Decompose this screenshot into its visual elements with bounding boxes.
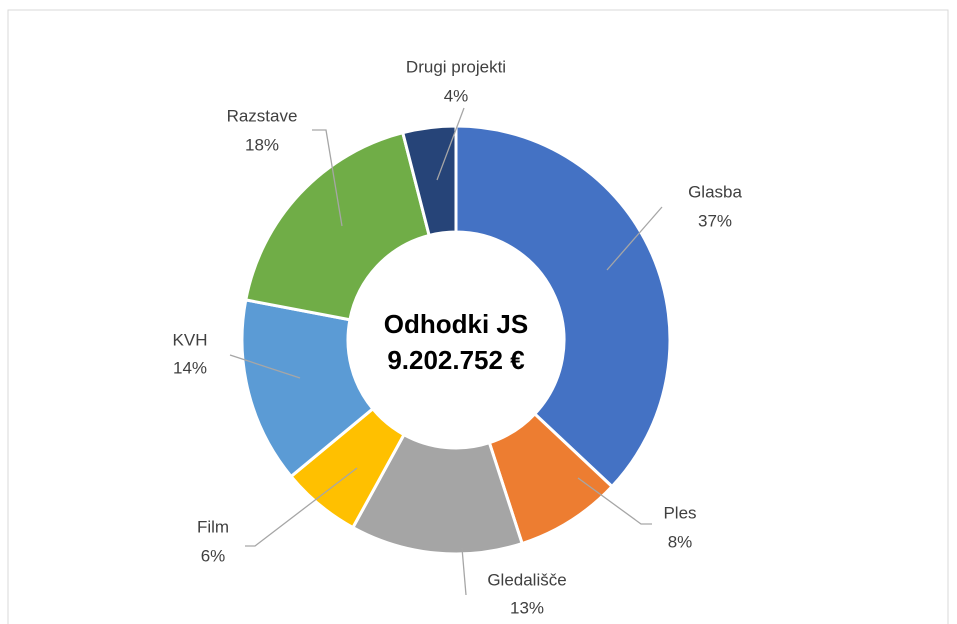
center-total: 9.202.752 €	[387, 345, 524, 375]
leader-line	[312, 129, 343, 227]
leader-line	[436, 107, 465, 181]
slice-label: Glasba	[688, 182, 742, 201]
leader-line	[577, 477, 652, 525]
slices	[240, 124, 672, 556]
slice-label: Razstave	[227, 106, 298, 125]
slice	[454, 124, 672, 489]
slice-label: Gledališče	[487, 570, 566, 589]
leader-line	[606, 206, 663, 271]
slice-value-label: 4%	[444, 86, 469, 105]
slice-value-label: 37%	[698, 211, 732, 230]
slice-value-label: 13%	[510, 598, 544, 617]
slice-value-label: 8%	[668, 532, 693, 551]
leader-line	[461, 547, 467, 596]
slice-value-label: 6%	[201, 546, 226, 565]
slice-label: Ples	[663, 503, 696, 522]
leader-line	[245, 467, 358, 547]
slice	[400, 124, 458, 238]
slice-label: KVH	[173, 330, 208, 349]
slice	[240, 298, 375, 479]
slice	[244, 130, 431, 322]
slice-label: Drugi projekti	[406, 57, 506, 76]
leader-line	[229, 354, 301, 379]
slice-value-label: 14%	[173, 358, 207, 377]
slice-label: Film	[197, 517, 229, 536]
slice-value-label: 18%	[245, 135, 279, 154]
center-title: Odhodki JS	[384, 309, 528, 339]
